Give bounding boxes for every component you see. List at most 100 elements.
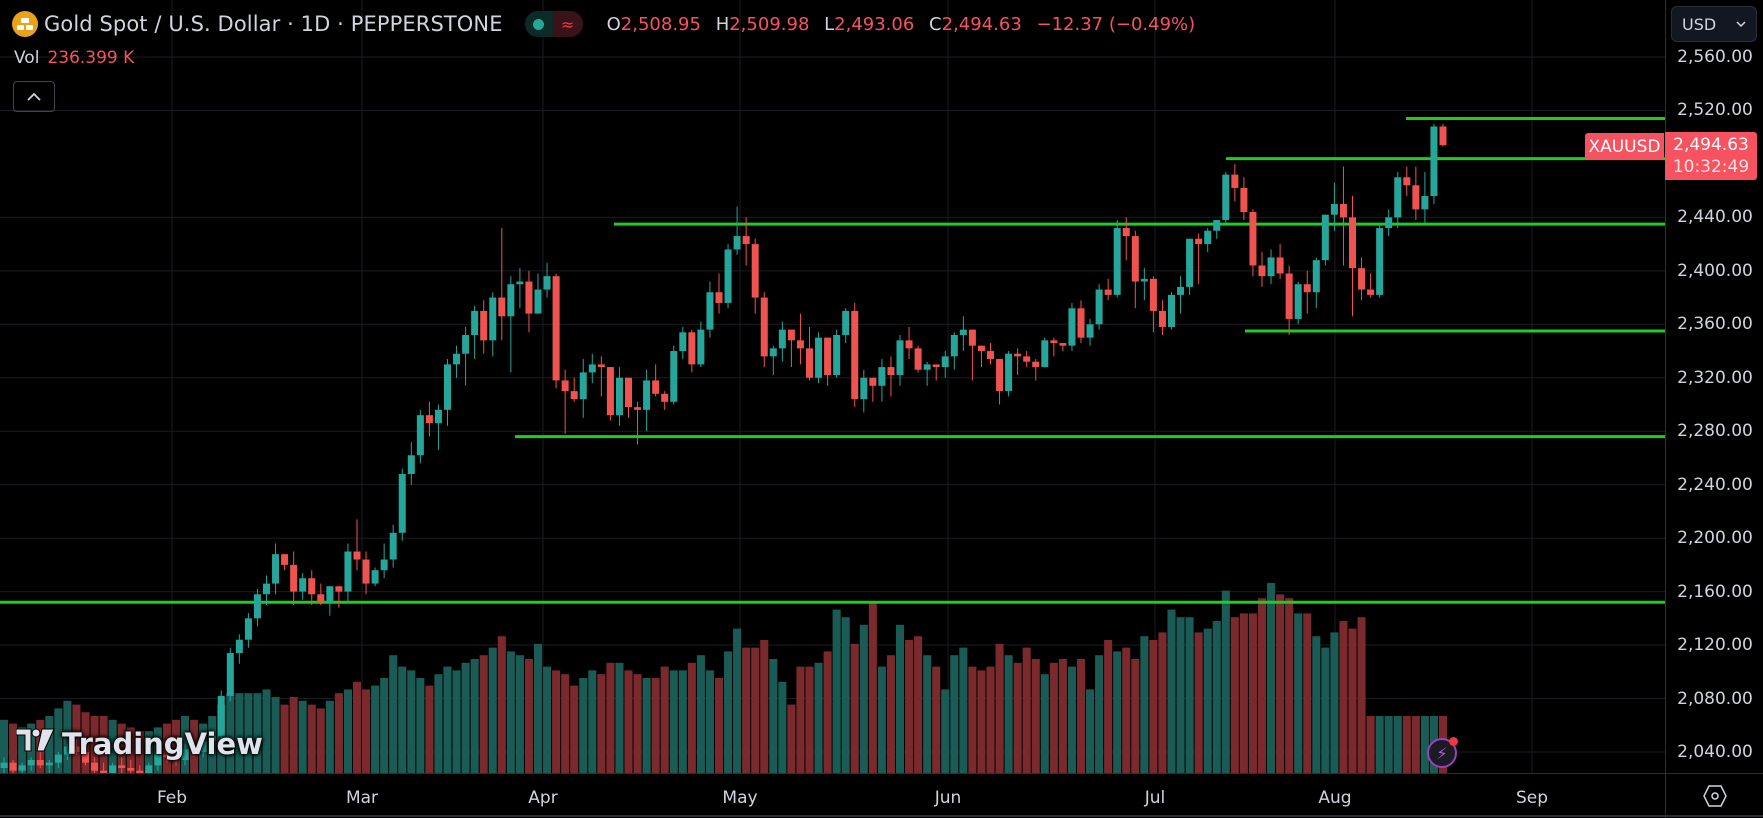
volume-bar — [832, 609, 841, 773]
close-value: 2,494.63 — [941, 13, 1022, 35]
candle-body — [54, 754, 62, 763]
candle-body — [1294, 284, 1302, 319]
candle-body — [806, 348, 813, 378]
volume-bar — [18, 727, 27, 773]
candle-body — [588, 364, 596, 373]
volume-bar — [733, 628, 742, 773]
time-tick-label: Jun — [934, 788, 962, 808]
volume-bar — [995, 643, 1004, 773]
candle-body — [407, 455, 415, 474]
candle-body — [434, 409, 442, 424]
price-tick-label: 2,160.00 — [1677, 581, 1753, 602]
volume-bar — [1384, 716, 1393, 773]
candle-body — [1321, 214, 1329, 261]
volume-bar — [1185, 617, 1194, 773]
collapse-legend-button[interactable] — [13, 81, 55, 112]
last-price-value: 2,494.63 — [1673, 135, 1749, 155]
candle-body — [652, 380, 660, 394]
volume-bar — [533, 643, 543, 773]
market-status-pill[interactable]: ≈ — [524, 11, 583, 37]
candle-body — [688, 332, 696, 365]
candle-body — [444, 364, 451, 410]
bar-countdown: 10:32:49 — [1672, 157, 1750, 177]
candle-body — [932, 364, 940, 368]
volume-bar — [823, 651, 832, 773]
symbol-title[interactable]: Gold Spot / U.S. Dollar · 1D · PEPPERSTO… — [44, 12, 503, 36]
candle-body — [145, 765, 153, 773]
candle-body — [154, 754, 162, 766]
currency-selector[interactable]: USD — [1671, 6, 1757, 42]
volume-bar — [1348, 628, 1357, 773]
volume-bar — [425, 685, 434, 773]
candle-body — [253, 594, 261, 619]
candle-body — [1276, 257, 1284, 274]
candle-body — [787, 329, 795, 341]
close-label: C — [929, 13, 942, 35]
volume-bar — [588, 670, 597, 773]
volume-bar — [1267, 583, 1276, 773]
candle-body — [82, 751, 89, 763]
volume-bar — [696, 655, 705, 773]
volume-bar — [325, 700, 334, 773]
candle-body — [1439, 126, 1447, 146]
volume-bar — [153, 727, 162, 773]
volume-bar — [1004, 655, 1013, 773]
candle-body — [769, 348, 777, 357]
time-tick-label: Jul — [1144, 788, 1166, 808]
candle-body — [996, 359, 1004, 392]
open-label: O — [606, 13, 621, 35]
candle-body — [0, 762, 8, 769]
candle-body — [661, 393, 669, 402]
candle-body — [1014, 353, 1022, 357]
low-label: L — [824, 13, 835, 35]
price-tick-label: 2,400.00 — [1677, 260, 1753, 281]
candle-body — [453, 353, 461, 365]
candle-body — [1068, 308, 1076, 346]
volume-bar — [81, 712, 90, 773]
candle-body — [1403, 177, 1411, 186]
tradingview-watermark[interactable]: TradingView — [15, 726, 263, 761]
volume-bar — [1131, 659, 1140, 773]
candle-body — [796, 340, 804, 349]
bottom-border — [0, 815, 1763, 817]
candle-body — [172, 757, 180, 760]
price-change: −12.37 (−0.49%) — [1036, 13, 1196, 35]
candle-body — [136, 770, 144, 773]
price-axis[interactable]: 2,560.00 2,520.00 2,440.00 2,400.00 2,360.00… — [1665, 0, 1763, 773]
volume-bar — [968, 666, 977, 773]
candle-body — [1339, 204, 1347, 218]
symbol-price-label: XAUUSD — [1585, 133, 1664, 160]
candle-body — [851, 310, 859, 400]
candle-body — [163, 754, 171, 758]
volume-bar — [1248, 613, 1257, 773]
price-tick-label: 2,360.00 — [1677, 314, 1753, 335]
volume-bar — [316, 708, 325, 773]
candle-body — [9, 762, 17, 771]
candle-body — [507, 284, 515, 317]
volume-bar — [778, 681, 787, 773]
volume-bar — [1176, 617, 1185, 773]
candle-body — [878, 367, 886, 386]
volume-bar — [1375, 716, 1384, 773]
candle-body — [281, 554, 289, 565]
price-tick-label: 2,520.00 — [1677, 100, 1753, 121]
candle-body — [1131, 236, 1139, 282]
chart-settings-button[interactable] — [1665, 773, 1763, 818]
volume-bar — [1230, 617, 1239, 773]
time-axis[interactable]: Feb Mar Apr May Jun Jul Aug Sep — [0, 773, 1665, 818]
replay-lightning-button[interactable]: ⚡ — [1427, 737, 1458, 768]
gold-bars-icon[interactable] — [12, 11, 38, 37]
candle-body — [462, 334, 470, 354]
candle-body — [1005, 353, 1013, 392]
candle-body — [950, 334, 958, 357]
volume-bar — [380, 678, 389, 773]
volume-bar — [687, 662, 696, 773]
volume-bar — [751, 647, 760, 773]
chevron-down-icon — [1736, 21, 1746, 27]
chart-canvas[interactable] — [0, 0, 1665, 773]
candle-body — [1285, 273, 1293, 319]
volume-bar — [1221, 590, 1230, 773]
volume-label: Vol — [14, 48, 40, 68]
volume-bar — [905, 640, 914, 773]
volume-bar — [253, 693, 262, 773]
